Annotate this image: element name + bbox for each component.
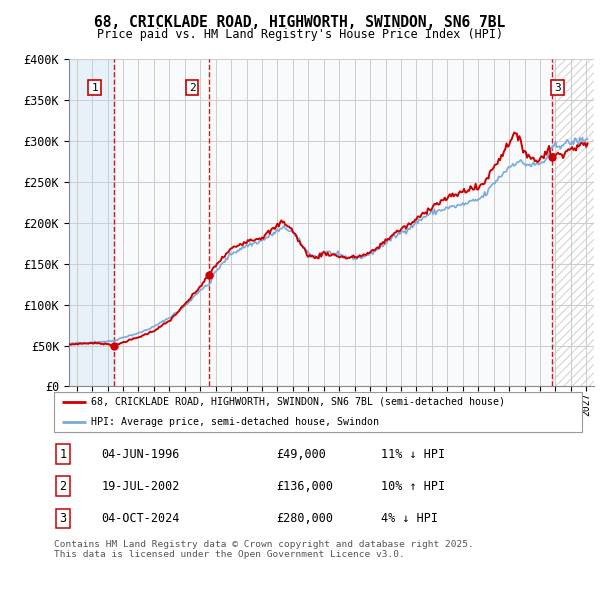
Bar — [69, 59, 115, 386]
Text: 10% ↑ HPI: 10% ↑ HPI — [382, 480, 445, 493]
Bar — [551, 59, 594, 386]
Text: 19-JUL-2002: 19-JUL-2002 — [101, 480, 180, 493]
Text: 11% ↓ HPI: 11% ↓ HPI — [382, 448, 445, 461]
Text: 2: 2 — [188, 83, 196, 93]
Text: £49,000: £49,000 — [276, 448, 326, 461]
Text: 1: 1 — [59, 448, 67, 461]
Text: 3: 3 — [554, 83, 561, 93]
Text: 68, CRICKLADE ROAD, HIGHWORTH, SWINDON, SN6 7BL (semi-detached house): 68, CRICKLADE ROAD, HIGHWORTH, SWINDON, … — [91, 397, 505, 407]
Text: 4% ↓ HPI: 4% ↓ HPI — [382, 512, 439, 525]
Text: Price paid vs. HM Land Registry's House Price Index (HPI): Price paid vs. HM Land Registry's House … — [97, 28, 503, 41]
Bar — [551, 59, 594, 386]
Text: 2: 2 — [59, 480, 67, 493]
Text: £136,000: £136,000 — [276, 480, 333, 493]
Text: 04-OCT-2024: 04-OCT-2024 — [101, 512, 180, 525]
Text: Contains HM Land Registry data © Crown copyright and database right 2025.
This d: Contains HM Land Registry data © Crown c… — [54, 540, 474, 559]
Text: 04-JUN-1996: 04-JUN-1996 — [101, 448, 180, 461]
Text: 68, CRICKLADE ROAD, HIGHWORTH, SWINDON, SN6 7BL: 68, CRICKLADE ROAD, HIGHWORTH, SWINDON, … — [94, 15, 506, 30]
Text: 1: 1 — [91, 83, 98, 93]
Bar — [115, 59, 551, 386]
Text: £280,000: £280,000 — [276, 512, 333, 525]
Text: 3: 3 — [59, 512, 67, 525]
Text: HPI: Average price, semi-detached house, Swindon: HPI: Average price, semi-detached house,… — [91, 417, 379, 427]
